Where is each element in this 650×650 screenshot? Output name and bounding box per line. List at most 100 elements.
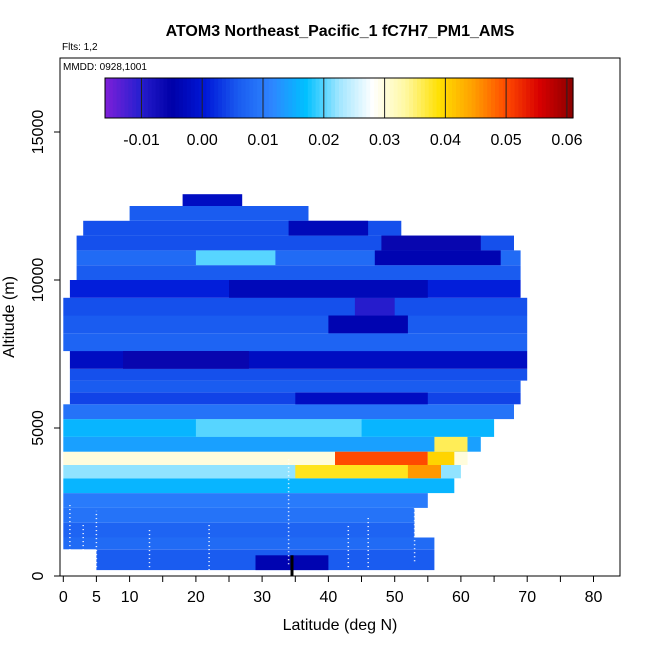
colorbar-step: [159, 78, 165, 118]
heat-cell: [374, 250, 501, 266]
heat-cell: [295, 465, 408, 479]
colorbar-labels: -0.01 0.00 0.01 0.02 0.03 0.04 0.05 0.06: [123, 132, 582, 149]
colorbar-tick-label: 0.03: [369, 132, 400, 149]
colorbar-tick-label: 0.06: [551, 132, 582, 149]
colorbar-step: [339, 78, 344, 118]
colorbar-step: [483, 78, 488, 118]
colorbar-step: [229, 78, 235, 118]
colorbar-step: [346, 78, 352, 118]
colorbar-step: [186, 78, 192, 118]
colorbar-step: [448, 78, 453, 118]
flight-track: [69, 457, 416, 576]
colorbar-step: [284, 78, 289, 118]
colorbar-step: [405, 78, 410, 118]
y-tick-label: 0: [30, 571, 47, 580]
colorbar-step: [128, 78, 133, 118]
colorbar-step: [409, 78, 414, 118]
colorbar-step: [175, 78, 180, 118]
colorbar-step: [495, 78, 500, 118]
colorbar-step: [518, 78, 523, 118]
heat-cell: [69, 380, 521, 393]
colorbar-step: [370, 78, 375, 118]
colorbar-step: [534, 78, 539, 118]
x-tick-label: 30: [253, 589, 271, 606]
colorbar-step: [417, 78, 422, 118]
colorbar-step: [522, 78, 527, 118]
colorbar-step: [456, 78, 461, 118]
heat-cell: [328, 315, 408, 334]
heat-cell: [63, 436, 481, 452]
colorbar-step: [459, 78, 465, 118]
heat-cell: [335, 451, 428, 465]
colorbar-step: [350, 78, 356, 118]
colorbar-step: [362, 78, 367, 118]
x-tick-label: 80: [585, 589, 603, 606]
colorbar-step: [428, 78, 434, 118]
colorbar-step: [463, 78, 469, 118]
heat-cell: [63, 522, 415, 538]
colorbar-step: [319, 78, 324, 118]
colorbar-step: [140, 78, 145, 118]
colorbar-step: [565, 78, 570, 118]
heat-cell: [63, 537, 435, 550]
colorbar-step: [276, 78, 282, 118]
heatmap-cells: [63, 194, 528, 571]
heat-cell: [129, 206, 309, 221]
colorbar-step: [214, 78, 219, 118]
heat-cell: [195, 250, 276, 266]
colorbar-step: [315, 78, 321, 118]
colorbar-step: [506, 78, 512, 118]
colorbar-step: [385, 78, 391, 118]
heat-cell: [76, 265, 521, 280]
colorbar-step: [479, 78, 484, 118]
colorbar-step: [147, 78, 153, 118]
x-tick-label: 70: [518, 589, 536, 606]
colorbar-step: [108, 78, 114, 118]
colorbar-step: [424, 78, 430, 118]
colorbar-step: [296, 78, 301, 118]
colorbar-tick-label: -0.01: [123, 132, 160, 149]
colorbar-step: [198, 78, 204, 118]
colorbar-step: [222, 78, 227, 118]
colorbar-step: [467, 78, 473, 118]
colorbar-step: [280, 78, 285, 118]
colorbar-step: [557, 78, 562, 118]
colorbar-step: [311, 78, 317, 118]
colorbar-tick-label: 0.00: [187, 132, 218, 149]
colorbar-step: [475, 78, 480, 118]
colorbar-step: [561, 78, 566, 118]
heat-cell: [63, 315, 528, 334]
colorbar-step: [327, 78, 332, 118]
colorbar-step: [292, 78, 297, 118]
plot-frame: [59, 57, 621, 577]
y-tick-label: 5000: [30, 410, 47, 446]
colorbar-step: [530, 78, 535, 118]
heat-cell: [288, 220, 369, 236]
heat-cell: [295, 392, 428, 405]
colorbar-step: [167, 78, 172, 118]
x-tick-label: 50: [386, 589, 404, 606]
colorbar-step: [553, 78, 558, 118]
colorbar-step: [545, 78, 551, 118]
colorbar-step: [440, 78, 445, 118]
heat-cell: [182, 194, 243, 206]
colorbar-step: [190, 78, 196, 118]
x-tick-label: 5: [92, 589, 101, 606]
colorbar-step: [105, 78, 110, 118]
y-axis: 0 5000 10000 15000: [30, 110, 60, 580]
colorbar-step: [491, 78, 496, 118]
colorbar-step: [112, 78, 118, 118]
x-tick-label: 0: [59, 589, 68, 606]
colorbar-step: [132, 78, 137, 118]
colorbar-step: [323, 78, 328, 118]
colorbar-step: [268, 78, 274, 118]
colorbar-step: [206, 78, 211, 118]
colorbar-step: [202, 78, 207, 118]
colorbar-step: [307, 78, 313, 118]
colorbar-step: [179, 78, 184, 118]
colorbar-step: [413, 78, 418, 118]
chart-title: ATOM3 Northeast_Pacific_1 fC7H7_PM1_AMS: [166, 23, 515, 40]
colorbar-step: [210, 78, 215, 118]
colorbar-step: [264, 78, 270, 118]
